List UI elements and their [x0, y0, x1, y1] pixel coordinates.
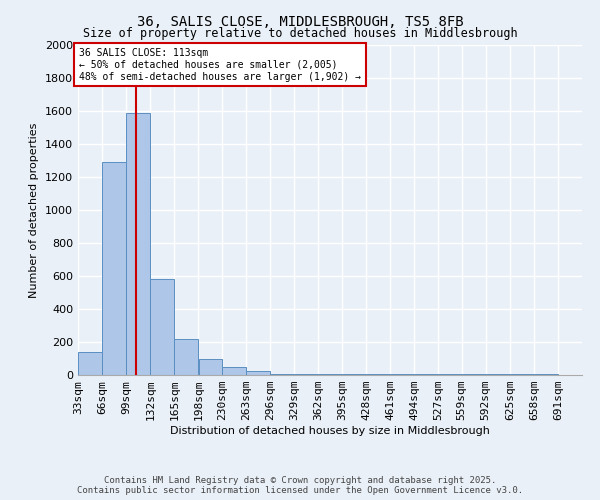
Bar [294, 374, 318, 375]
Bar [199, 358, 222, 375]
Bar [246, 371, 269, 375]
Bar [151, 280, 174, 375]
Bar [127, 112, 150, 375]
Bar [222, 367, 245, 375]
Bar [78, 352, 102, 375]
Text: Size of property relative to detached houses in Middlesbrough: Size of property relative to detached ho… [83, 28, 517, 40]
Bar [270, 374, 294, 375]
Bar [102, 162, 126, 375]
Text: 36 SALIS CLOSE: 113sqm
← 50% of detached houses are smaller (2,005)
48% of semi-: 36 SALIS CLOSE: 113sqm ← 50% of detached… [79, 48, 361, 82]
X-axis label: Distribution of detached houses by size in Middlesbrough: Distribution of detached houses by size … [170, 426, 490, 436]
Bar [318, 374, 342, 375]
Bar [486, 374, 509, 375]
Bar [439, 374, 462, 375]
Text: Contains HM Land Registry data © Crown copyright and database right 2025.
Contai: Contains HM Land Registry data © Crown c… [77, 476, 523, 495]
Bar [510, 374, 533, 375]
Y-axis label: Number of detached properties: Number of detached properties [29, 122, 40, 298]
Bar [534, 374, 558, 375]
Text: 36, SALIS CLOSE, MIDDLESBROUGH, TS5 8FB: 36, SALIS CLOSE, MIDDLESBROUGH, TS5 8FB [137, 15, 463, 29]
Bar [415, 374, 438, 375]
Bar [175, 338, 198, 375]
Bar [462, 374, 485, 375]
Bar [366, 374, 390, 375]
Bar [391, 374, 414, 375]
Bar [342, 374, 366, 375]
